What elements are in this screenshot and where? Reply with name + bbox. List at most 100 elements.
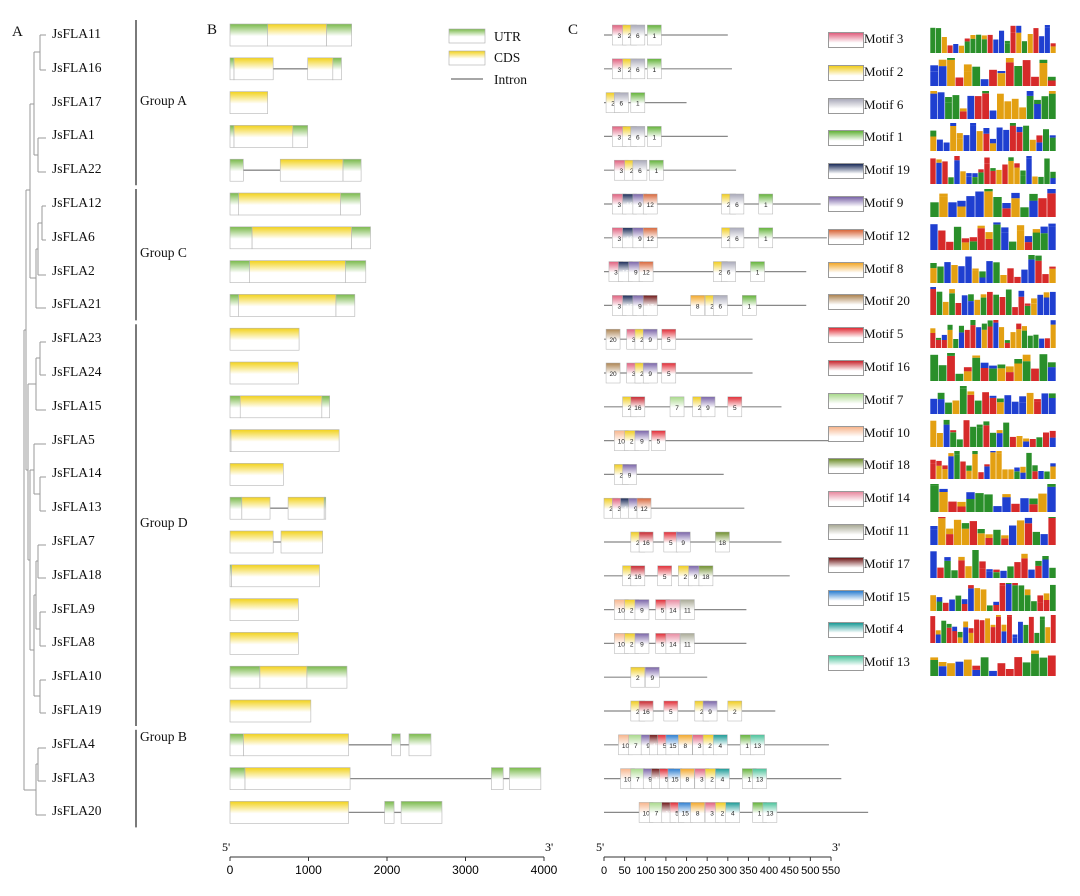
logo-letter xyxy=(972,173,978,178)
gene-label: JsFLA23 xyxy=(52,330,102,346)
gene-label: JsFLA4 xyxy=(52,735,95,751)
logo-letter xyxy=(1039,36,1045,53)
logo-letter xyxy=(959,388,967,414)
motif-number: 1 xyxy=(636,101,640,108)
logo-letter xyxy=(996,615,1001,618)
logo-letter xyxy=(970,38,976,53)
utr xyxy=(229,192,239,216)
logo-letter xyxy=(963,621,969,628)
logo-letter xyxy=(966,492,975,500)
motif-label: Motif 1 xyxy=(864,129,904,145)
logo-letter xyxy=(1047,189,1056,194)
logo-letter xyxy=(963,367,972,372)
logo-letter xyxy=(1032,176,1038,185)
logo-letter xyxy=(1027,34,1033,53)
logo-letter xyxy=(939,492,948,513)
motif-label: Motif 14 xyxy=(864,490,910,506)
motif-number: 9 xyxy=(640,439,644,446)
logo-letter xyxy=(961,295,968,316)
logo-letter xyxy=(938,365,947,381)
logo-letter xyxy=(950,126,957,152)
motif-box xyxy=(700,396,716,418)
motif-swatch xyxy=(828,425,864,442)
motif-number: 9 xyxy=(650,675,654,682)
logo-letter xyxy=(1026,95,1034,119)
gene-label: JsFLA5 xyxy=(52,431,95,447)
logo-letter xyxy=(1024,517,1033,524)
logo-letter xyxy=(936,162,942,185)
motif-label: Motif 17 xyxy=(864,555,910,571)
logo-letter xyxy=(966,471,972,480)
cds-exon xyxy=(229,91,268,114)
motif-number: 4 xyxy=(731,810,735,817)
logo-letter xyxy=(930,398,938,414)
logo-letter xyxy=(993,261,1000,283)
cds-exon xyxy=(239,395,323,419)
axis-b-5prime: 5' xyxy=(222,840,230,854)
logo-letter xyxy=(1029,193,1038,201)
logo-letter xyxy=(964,330,970,349)
gene-label: JsFLA8 xyxy=(52,634,95,650)
logo-letter xyxy=(1016,323,1022,330)
gene-label: JsFLA9 xyxy=(52,600,95,616)
legend-utr-swatch xyxy=(448,28,486,44)
motif-swatch xyxy=(828,360,864,376)
motif-number: 16 xyxy=(642,709,650,716)
axis-b-tick-label: 2000 xyxy=(374,863,401,877)
logo-letter xyxy=(984,494,993,513)
logo-letter xyxy=(930,485,939,513)
logo-letter xyxy=(993,320,999,323)
logo-letter xyxy=(985,534,993,538)
logo-letter xyxy=(948,202,957,217)
logo-letter xyxy=(939,489,948,493)
logo-letter xyxy=(967,394,975,414)
logo-letter xyxy=(1016,230,1025,250)
logo-letter xyxy=(963,659,972,677)
logo-letter xyxy=(1002,203,1011,209)
motif-label: Motif 7 xyxy=(864,391,904,407)
logo-letter xyxy=(952,400,960,403)
logo-letter xyxy=(936,432,943,447)
motif-number: 1 xyxy=(747,777,751,784)
motif-number: 3 xyxy=(620,168,624,175)
motif-number: 10 xyxy=(622,743,630,750)
logo-letter xyxy=(997,72,1006,86)
logo-letter xyxy=(987,320,993,327)
logo-letter xyxy=(1024,241,1033,250)
logo-letter xyxy=(1048,397,1056,414)
motif-number: 17 xyxy=(653,743,661,750)
motif-number: 2 xyxy=(628,67,632,74)
logo-letter xyxy=(980,78,989,86)
logo-letter xyxy=(950,431,957,447)
logo-letter xyxy=(970,125,977,152)
motif-number: 6 xyxy=(735,202,739,209)
logo-letter xyxy=(1039,354,1048,381)
logo-letter xyxy=(1004,40,1010,44)
logo-letter xyxy=(1047,80,1056,86)
gene-label: JsFLA16 xyxy=(52,59,102,75)
logo-letter xyxy=(1028,617,1034,644)
motif-box xyxy=(713,295,728,316)
logo-letter xyxy=(930,130,937,137)
motif-box xyxy=(680,599,695,620)
logo-letter xyxy=(1047,193,1056,217)
motif-number: 2 xyxy=(628,405,632,412)
logo-letter xyxy=(1002,497,1011,513)
motif-box xyxy=(727,396,743,418)
motif-number: 6 xyxy=(636,67,640,74)
logo-letter xyxy=(1041,95,1049,119)
logo-letter xyxy=(984,466,990,480)
logo-letter xyxy=(976,131,983,139)
logo-letter xyxy=(1020,175,1026,185)
motif-number: 8 xyxy=(686,777,690,784)
logo-letter xyxy=(993,295,999,316)
motif-number: 3 xyxy=(617,134,621,141)
logo-letter xyxy=(1000,274,1007,283)
logo-letter xyxy=(1024,235,1033,242)
logo-letter xyxy=(974,95,982,119)
logo-letter xyxy=(1005,583,1012,611)
logo-letter xyxy=(1032,232,1040,250)
logo-letter xyxy=(1034,401,1041,414)
logo-letter xyxy=(936,596,943,602)
logo-letter xyxy=(986,568,993,572)
